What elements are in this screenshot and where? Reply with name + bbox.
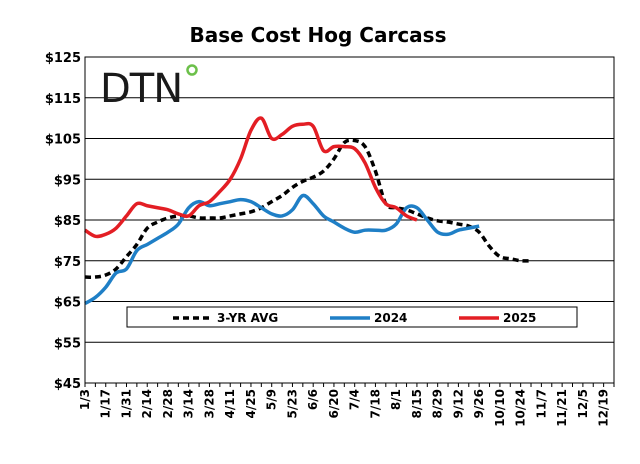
y-tick-label: $85 [54, 214, 81, 229]
x-tick-label: 3/28 [202, 389, 216, 418]
dtn-logo: DTN [100, 64, 198, 112]
legend: 3-YR AVG 2024 2025 [126, 306, 578, 328]
plot-frame [84, 56, 615, 384]
x-tick-label: 1/17 [99, 389, 113, 418]
x-tick-label: 10/10 [493, 389, 507, 427]
x-tick-label: 1/3 [78, 389, 92, 410]
chart-title: Base Cost Hog Carcass [190, 23, 447, 47]
y-tick-label: $95 [54, 173, 81, 188]
y-tick-label: $55 [54, 336, 81, 351]
x-tick-label: 6/6 [306, 389, 320, 410]
y-tick-label: $45 [54, 377, 81, 392]
y-tick-label: $65 [54, 296, 81, 311]
x-tick-label: 5/9 [265, 389, 279, 410]
series-line-2024 [84, 193, 480, 306]
x-tick-label: 4/11 [223, 389, 237, 418]
x-tick-label: 8/29 [431, 389, 445, 418]
x-tick-label: 11/21 [555, 389, 569, 427]
x-tick-label: 6/20 [327, 389, 341, 418]
legend-label-2025: 2025 [503, 311, 536, 325]
y-axis-ticks: $45 $55 $65 $75 $85 $95 $105 $115 $125 [45, 51, 81, 392]
x-tick-label: 11/7 [534, 389, 548, 418]
x-tick-label: 9/26 [472, 389, 486, 418]
x-tick-label: 8/15 [410, 389, 424, 418]
y-tick-label: $105 [45, 133, 81, 148]
legend-label-3yr-avg: 3-YR AVG [217, 311, 278, 325]
y-tick-label: $75 [54, 255, 81, 270]
x-tick-label: 2/28 [161, 389, 175, 418]
x-tick-label: 5/23 [285, 389, 299, 418]
x-tick-label: 3/14 [182, 389, 196, 418]
legend-label-2024: 2024 [374, 311, 407, 325]
x-tick-label: 2/14 [140, 389, 154, 418]
series-lines [84, 116, 532, 306]
x-tick-label: 10/24 [514, 389, 528, 427]
y-tick-label: $115 [45, 92, 81, 107]
series-line-2025 [84, 116, 418, 239]
x-tick-label: 9/12 [451, 389, 465, 418]
x-tick-label: 7/18 [368, 389, 382, 418]
x-tick-label: 1/31 [119, 389, 133, 418]
y-tick-label: $125 [45, 51, 81, 66]
x-tick-label: 7/4 [348, 389, 362, 410]
x-tick-label: 12/5 [576, 389, 590, 418]
x-tick-label: 8/1 [389, 389, 403, 410]
x-axis-ticks: 1/3 1/17 1/31 2/14 2/28 3/14 3/28 4/11 4/25 5/9 5/… [78, 383, 615, 427]
x-tick-label: 12/19 [597, 389, 611, 427]
logo-text: DTN [100, 66, 182, 112]
x-tick-label: 4/25 [244, 389, 258, 418]
series-line-3-yr-avg [84, 138, 532, 279]
logo-dot-icon [186, 64, 198, 76]
